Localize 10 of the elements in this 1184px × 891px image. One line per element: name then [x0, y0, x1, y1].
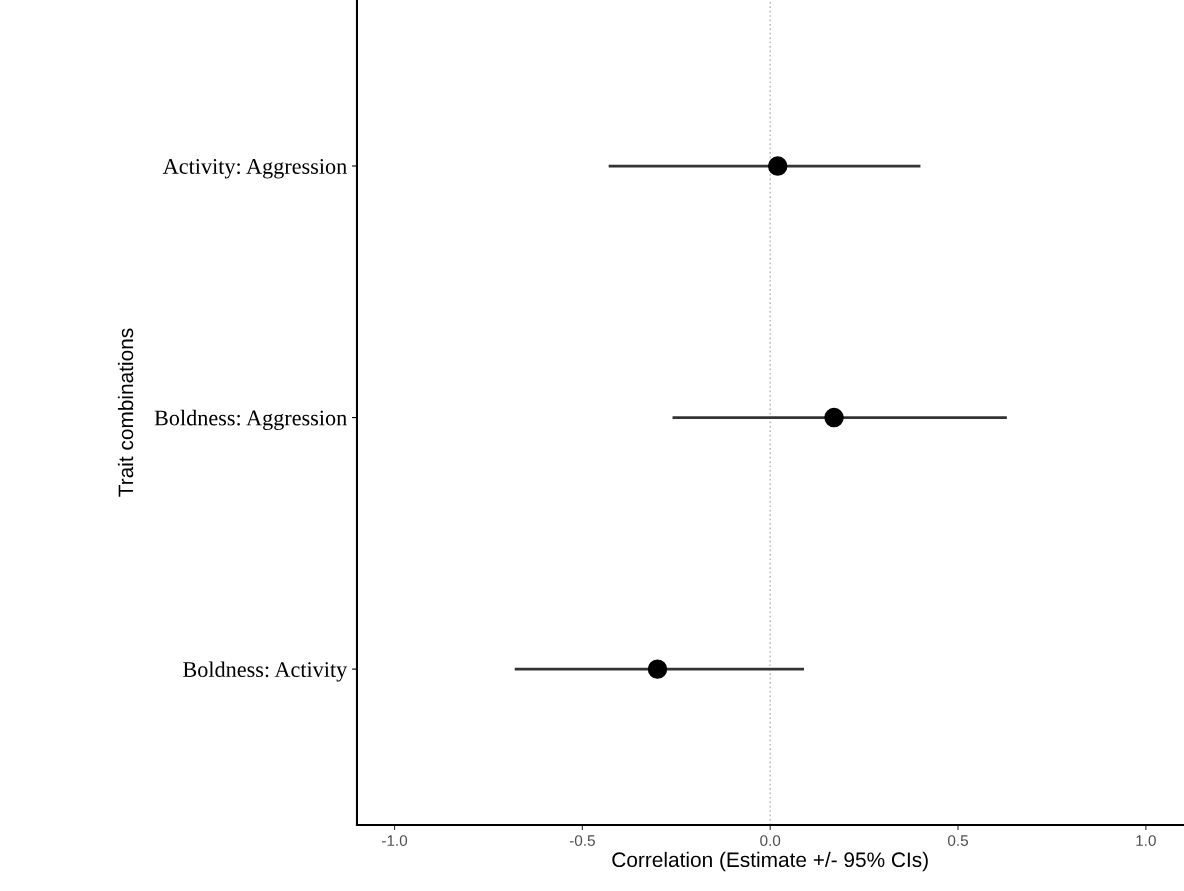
x-tick-label: 0.0 — [760, 835, 781, 847]
y-tick-label: Activity: Aggression — [162, 158, 347, 179]
x-tick-label: -0.5 — [569, 835, 595, 847]
y-axis-title: Trait combinations — [117, 328, 134, 497]
x-tick-label: 1.0 — [1136, 835, 1156, 847]
y-tick-label: Boldness: Activity — [183, 661, 348, 682]
x-tick-label: 0.5 — [948, 835, 968, 847]
x-tick-label: -1.0 — [382, 835, 408, 847]
x-axis-title: Correlation (Estimate +/- 95% CIs) — [612, 851, 928, 872]
y-tick-label: Boldness: Aggression — [154, 409, 347, 431]
